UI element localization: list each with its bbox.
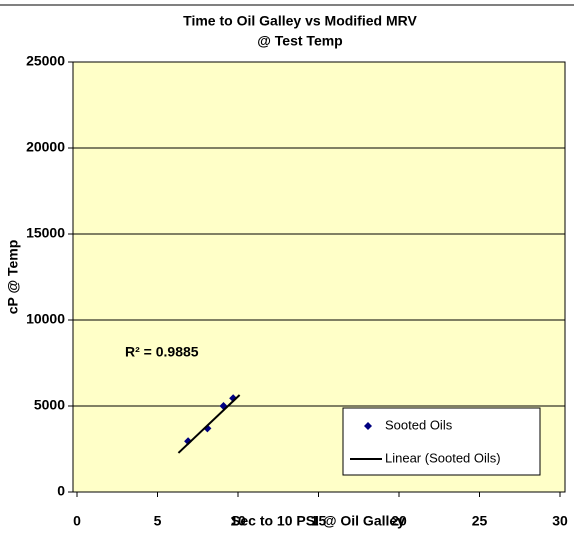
y-tick-label: 15000 (26, 225, 65, 241)
legend-marker (364, 422, 372, 430)
x-tick-label: 0 (73, 513, 81, 529)
x-tick-label: 20 (391, 513, 407, 529)
trend-line (177, 394, 241, 454)
y-tick-label: 10000 (26, 311, 65, 327)
legend-label: Linear (Sooted Oils) (385, 450, 501, 465)
chart-subtitle: @ Test Temp (257, 33, 342, 49)
y-axis-label: cP @ Temp (5, 240, 21, 315)
x-tick-label: 25 (472, 513, 488, 529)
legend-box (342, 407, 541, 476)
y-tick-label: 20000 (26, 139, 65, 155)
y-tick-label: 25000 (26, 53, 65, 69)
x-axis-label: Sec to 10 PSI @ Oil Galley (231, 513, 405, 529)
x-tick-label: 5 (154, 513, 162, 529)
y-tick-label: 0 (57, 483, 65, 499)
x-tick-label: 15 (311, 513, 327, 529)
chart-title: Time to Oil Galley vs Modified MRV (183, 13, 417, 29)
x-tick-label: 30 (552, 513, 568, 529)
x-tick-label: 10 (230, 513, 246, 529)
r-squared: R² = 0.9885 (125, 344, 199, 360)
legend-label: Sooted Oils (385, 417, 453, 432)
y-tick-label: 5000 (34, 397, 65, 413)
